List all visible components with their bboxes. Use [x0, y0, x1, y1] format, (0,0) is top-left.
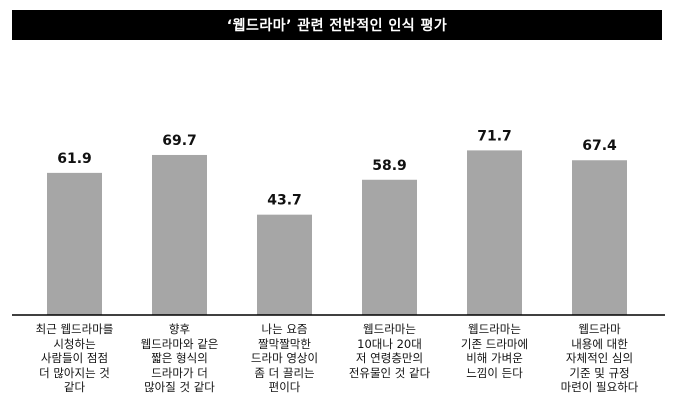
- value-labels-layer: 61.9 69.7 43.7 58.9 71.7 67.4: [57, 128, 617, 208]
- bar-5: [467, 150, 522, 315]
- bars-layer: [47, 150, 627, 315]
- value-label-2: 69.7: [162, 133, 197, 149]
- category-label-line: 기준 및 규정: [569, 365, 630, 380]
- category-label-6: 웹드라마 내용에 대한 자체적인 심의 기준 및 규정 마련이 필요하다: [545, 322, 655, 395]
- category-label-line: 시청하는: [53, 336, 96, 351]
- bar-6: [572, 160, 627, 315]
- category-label-line: 웹드라마와 같은: [140, 336, 219, 351]
- value-label-3: 43.7: [267, 193, 302, 209]
- category-label-line: 느낌이 든다: [466, 365, 523, 380]
- category-label-line: 많아질 것 같다: [144, 380, 215, 394]
- chart-title-bar: ‘웹드라마’ 관련 전반적인 인식 평가: [12, 10, 662, 40]
- category-label-line: 향후: [168, 322, 191, 336]
- category-label-line: 드라마가 더: [151, 365, 208, 380]
- category-label-line: 나는 요즘: [261, 322, 308, 336]
- category-label-line: 편이다: [268, 380, 301, 394]
- category-label-5: 웹드라마는 기존 드라마에 비해 가벼운 느낌이 든다: [440, 322, 550, 380]
- category-label-line: 드라마 영상이: [250, 351, 319, 365]
- value-label-4: 58.9: [372, 158, 407, 174]
- value-label-6: 67.4: [582, 138, 617, 154]
- category-label-line: 웹드라마: [578, 322, 621, 336]
- category-label-line: 저 연령층만의: [355, 351, 424, 365]
- category-label-line: 짤막짤막한: [258, 336, 311, 351]
- value-label-1: 61.9: [57, 151, 92, 167]
- bar-1: [47, 172, 102, 315]
- category-label-line: 짧은 형식의: [151, 351, 208, 365]
- category-label-line: 전유물인 것 같다: [348, 365, 431, 380]
- category-label-line: 기존 드라마에: [460, 336, 529, 351]
- category-label-line: 사람들이 점점: [40, 351, 109, 365]
- category-label-line: 웹드라마는: [363, 322, 416, 336]
- chart-title: ‘웹드라마’ 관련 전반적인 인식 평가: [226, 18, 448, 34]
- category-label-line: 자체적인 심의: [565, 351, 634, 365]
- category-label-line: 좀 더 끌리는: [254, 365, 315, 380]
- category-label-line: 최근 웹드라마를: [35, 322, 114, 336]
- category-label-line: 내용에 대한: [571, 336, 628, 351]
- bar-3: [257, 214, 312, 315]
- category-label-line: 웹드라마는: [468, 322, 521, 336]
- category-label-line: 비해 가벼운: [466, 351, 523, 365]
- category-label-1: 최근 웹드라마를 시청하는 사람들이 점점 더 많아지는 것 같다: [20, 322, 130, 395]
- category-label-line: 마련이 필요하다: [560, 380, 639, 394]
- category-label-4: 웹드라마는 10대나 20대 저 연령층만의 전유물인 것 같다: [335, 322, 445, 380]
- category-label-2: 향후 웹드라마와 같은 짧은 형식의 드라마가 더 많아질 것 같다: [125, 322, 235, 395]
- bar-4: [362, 179, 417, 315]
- category-label-line: 같다: [63, 380, 86, 394]
- value-label-5: 71.7: [477, 128, 512, 144]
- bar-2: [152, 154, 207, 315]
- category-label-line: 10대나 20대: [357, 336, 422, 351]
- category-label-line: 더 많아지는 것: [39, 365, 110, 380]
- category-label-3: 나는 요즘 짤막짤막한 드라마 영상이 좀 더 끌리는 편이다: [230, 322, 340, 395]
